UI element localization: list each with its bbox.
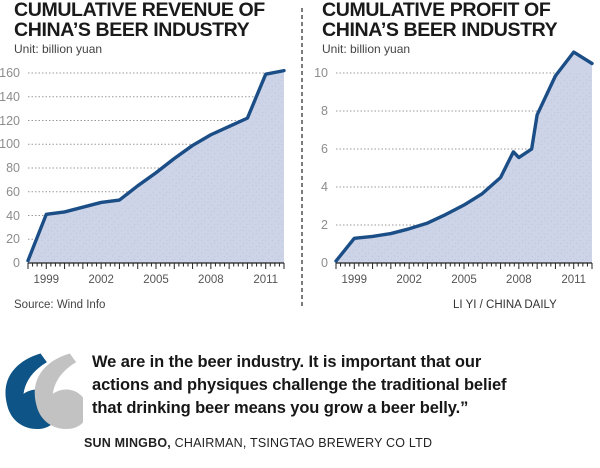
svg-text:100: 100 <box>0 137 20 151</box>
svg-text:20: 20 <box>6 232 20 246</box>
svg-text:10: 10 <box>314 66 328 80</box>
svg-text:4: 4 <box>321 180 328 194</box>
svg-text:6: 6 <box>321 142 328 156</box>
svg-text:60: 60 <box>6 185 20 199</box>
svg-text:140: 140 <box>0 90 20 104</box>
svg-text:0: 0 <box>321 256 328 270</box>
svg-text:40: 40 <box>6 209 20 223</box>
svg-text:160: 160 <box>0 66 20 80</box>
svg-text:2002: 2002 <box>88 274 114 286</box>
svg-text:8: 8 <box>321 104 328 118</box>
svg-text:2005: 2005 <box>143 274 169 286</box>
svg-text:2011: 2011 <box>253 274 278 286</box>
svg-text:0: 0 <box>13 256 20 270</box>
svg-text:2: 2 <box>321 218 328 232</box>
svg-text:120: 120 <box>0 114 20 128</box>
svg-text:2008: 2008 <box>198 274 224 286</box>
svg-text:1999: 1999 <box>33 274 59 286</box>
svg-text:80: 80 <box>6 161 20 175</box>
